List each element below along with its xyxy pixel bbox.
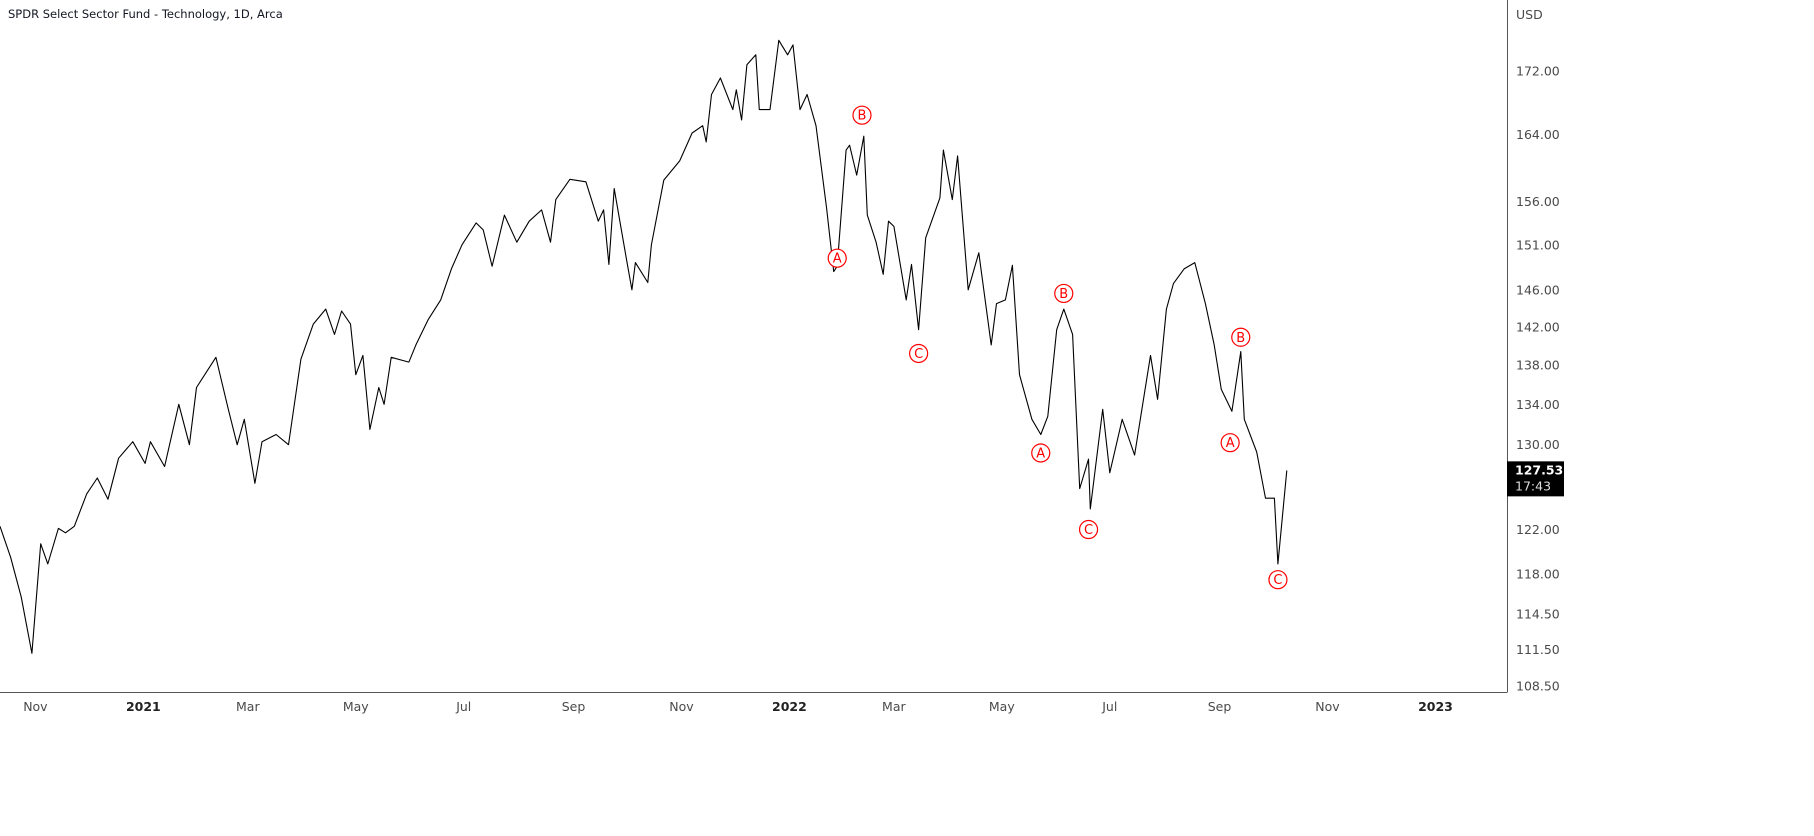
price-tick-label: 172.00	[1516, 64, 1560, 79]
wave-label-text: A	[1036, 446, 1045, 461]
time-tick-label: May	[989, 699, 1015, 714]
wave-label-text: C	[914, 347, 923, 362]
time-tick-label: 2023	[1418, 699, 1453, 714]
time-tick-label: Mar	[236, 699, 260, 714]
time-tick-label: Jul	[455, 699, 471, 714]
wave-label-text: B	[1059, 287, 1068, 302]
wave-label-text: C	[1273, 573, 1282, 588]
wave-label-circle	[1220, 433, 1240, 453]
wave-label-text: A	[833, 252, 842, 267]
currency-label: USD	[1516, 7, 1543, 22]
time-axis[interactable]: Nov 2021 Mar May Jul Sep Nov 2022 Mar May Jul Sep No…	[23, 699, 1453, 714]
wave-label-a[interactable]: A	[1220, 433, 1240, 453]
price-tick-label: 108.50	[1516, 679, 1560, 694]
wave-label-a[interactable]: A	[1031, 443, 1051, 463]
time-tick-label: Sep	[1208, 699, 1232, 714]
wave-label-circle	[1268, 570, 1288, 590]
wave-label-text: C	[1084, 523, 1093, 538]
price-tick-label: 111.50	[1516, 642, 1560, 657]
price-tick-label: 142.00	[1516, 319, 1560, 334]
time-tick-label: Sep	[562, 699, 586, 714]
price-tick-label: 146.00	[1516, 282, 1560, 297]
price-tick-label: 138.00	[1516, 358, 1560, 373]
wave-label-a[interactable]: A	[827, 248, 847, 268]
wave-label-text: B	[1236, 331, 1245, 346]
wave-label-b[interactable]: B	[1231, 327, 1251, 347]
wave-label-circle	[909, 343, 929, 364]
price-axis[interactable]: 172.00 164.00 156.00 151.00 146.00 142.00 138.…	[1516, 64, 1560, 694]
time-tick-label: Nov	[1315, 699, 1340, 714]
bar-countdown: 17:43	[1515, 478, 1551, 493]
time-tick-label: May	[343, 699, 369, 714]
axes: USD	[0, 0, 1543, 693]
price-tick-label: 151.00	[1516, 237, 1560, 252]
price-tick-label: 122.00	[1516, 522, 1560, 537]
wave-label-c[interactable]: C	[909, 343, 929, 364]
time-tick-label: 2021	[126, 699, 161, 714]
last-price-box	[1507, 461, 1564, 497]
time-tick-label: Nov	[669, 699, 694, 714]
time-tick-label: Nov	[23, 699, 48, 714]
wave-label-b[interactable]: B	[1054, 283, 1074, 304]
last-price-value: 127.53	[1515, 462, 1563, 477]
price-tick-label: 164.00	[1516, 127, 1560, 142]
wave-label-circle	[1078, 519, 1099, 540]
wave-label-circle	[827, 248, 847, 268]
wave-label-circle	[1054, 283, 1074, 304]
wave-label-c[interactable]: C	[1268, 570, 1288, 590]
price-tick-label: 118.00	[1516, 567, 1560, 582]
wave-label-b[interactable]: B	[852, 105, 872, 125]
price-tick-label: 134.00	[1516, 397, 1560, 412]
time-tick-label: 2022	[772, 699, 807, 714]
price-tick-label: 130.00	[1516, 437, 1560, 452]
wave-label-circle	[852, 105, 872, 125]
price-tick-label: 114.50	[1516, 607, 1560, 622]
time-tick-label: Jul	[1101, 699, 1117, 714]
time-tick-label: Mar	[882, 699, 906, 714]
chart-title: SPDR Select Sector Fund - Technology, 1D…	[8, 7, 283, 21]
price-tick-label: 156.00	[1516, 194, 1560, 209]
price-line	[0, 39, 1288, 654]
last-price-label: 127.53 17:43	[1507, 461, 1564, 497]
wave-label-circle	[1231, 327, 1251, 347]
wave-label-text: A	[1226, 436, 1235, 451]
wave-label-c[interactable]: C	[1078, 519, 1099, 540]
wave-label-circle	[1031, 443, 1051, 463]
wave-label-text: B	[858, 109, 867, 124]
